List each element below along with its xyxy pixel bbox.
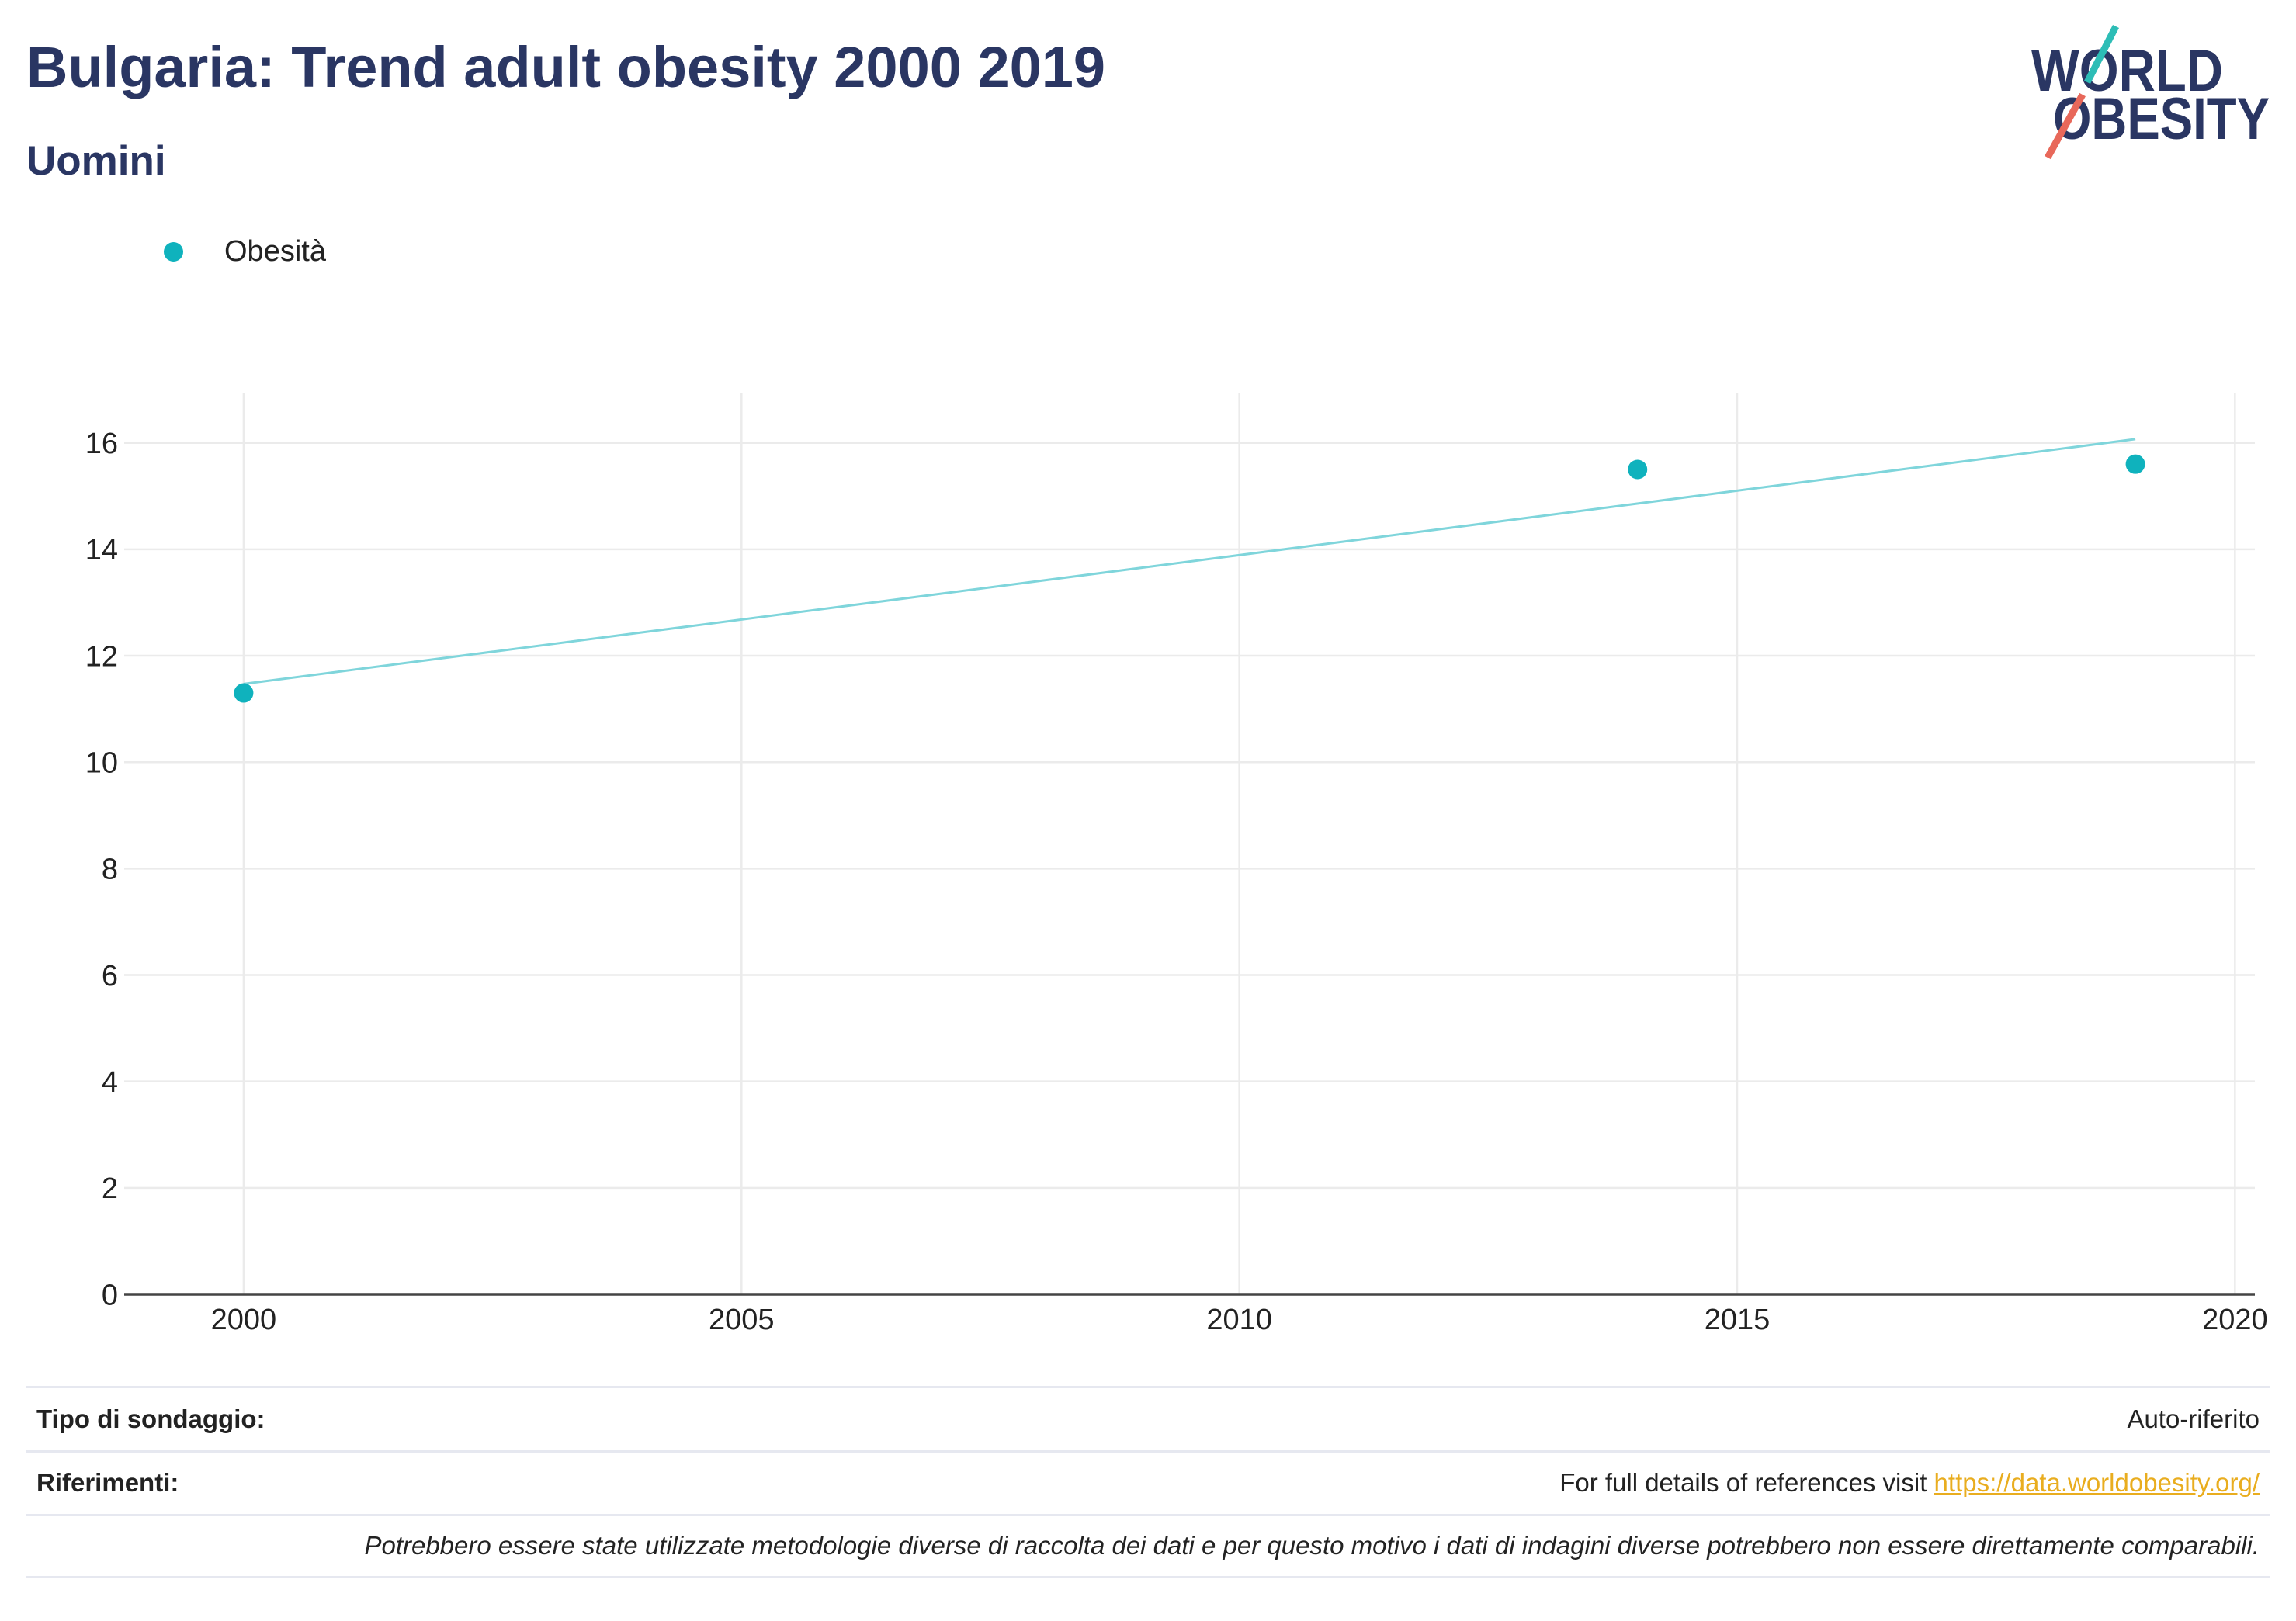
chart-title: Bulgaria: Trend adult obesity 2000 2019	[26, 35, 1106, 99]
y-tick-label-14: 14	[85, 534, 118, 566]
y-tick-label-2: 2	[102, 1172, 118, 1205]
footer-row-references: Riferimenti: For full details of referen…	[26, 1450, 2270, 1515]
y-tick-label-12: 12	[85, 640, 118, 673]
legend-marker-dot	[164, 241, 183, 262]
legend-item-obesity[interactable]: Obesità	[159, 231, 326, 272]
footer-row-survey-type: Tipo di sondaggio: Auto-riferito	[26, 1386, 2270, 1450]
y-tick-label-4: 4	[102, 1066, 118, 1099]
legend-label: Obesità	[224, 235, 326, 268]
footer-table: Tipo di sondaggio: Auto-riferito Riferim…	[26, 1386, 2270, 1578]
y-tick-label-8: 8	[102, 854, 118, 886]
references-label: Riferimenti:	[36, 1468, 179, 1498]
x-tick-label-2000: 2000	[211, 1304, 277, 1336]
footer-row-note: Potrebbero essere state utilizzate metod…	[26, 1514, 2270, 1578]
logo-slash-teal	[2083, 24, 2120, 85]
x-tick-label-2005: 2005	[709, 1304, 775, 1336]
data-point-2019	[2125, 454, 2145, 474]
x-tick-label-2015: 2015	[1705, 1304, 1771, 1336]
methodology-note: Potrebbero essere state utilizzate metod…	[364, 1531, 2260, 1560]
references-link[interactable]: https://data.worldobesity.org/	[1934, 1468, 2260, 1498]
x-tick-label-2010: 2010	[1206, 1304, 1272, 1336]
y-tick-label-10: 10	[85, 747, 118, 780]
references-text: For full details of references visit	[1559, 1468, 1934, 1498]
world-obesity-logo: WORLD OBESITY	[2031, 24, 2270, 160]
logo-slash-red	[2045, 92, 2086, 160]
x-tick-label-2020: 2020	[2202, 1304, 2268, 1336]
chart-subtitle: Uomini	[26, 138, 166, 184]
data-point-2014	[1628, 459, 1648, 480]
trend-line	[243, 438, 2136, 685]
references-value: For full details of references visit htt…	[1559, 1468, 2260, 1498]
data-point-2000	[234, 683, 254, 703]
survey-type-value: Auto-riferito	[2127, 1404, 2260, 1433]
y-tick-label-6: 6	[102, 960, 118, 992]
survey-type-label: Tipo di sondaggio:	[36, 1404, 265, 1433]
plot-area: 0 2 4 6 8 10 12 14 16 2000 2005 2010 2015 2020	[85, 393, 2268, 1336]
logo-text-obesity: OBESITY	[2053, 86, 2270, 152]
y-tick-label-0: 0	[102, 1279, 118, 1311]
y-tick-label-16: 16	[85, 428, 118, 460]
logo-text-world: WORLD	[2031, 38, 2223, 104]
